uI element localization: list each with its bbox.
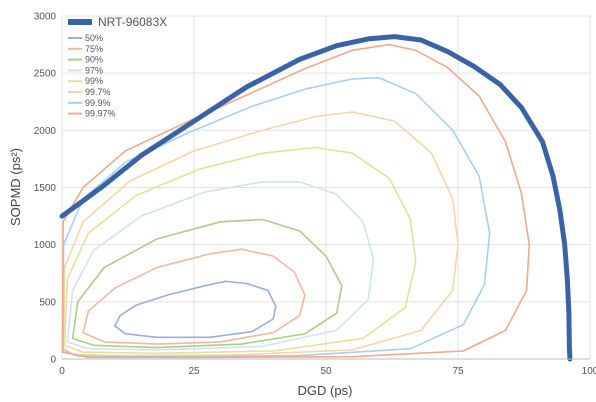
legend-label: 75%	[85, 44, 103, 54]
legend-swatch-main	[68, 19, 92, 25]
x-tick-label: 100	[582, 366, 596, 377]
contour-line-75pct	[82, 248, 306, 345]
contour-line-99-9pct	[62, 76, 491, 358]
x-tick-label: 0	[59, 366, 65, 377]
legend-label-main: NRT-96083X	[98, 15, 167, 29]
series-line-main	[59, 34, 573, 362]
contour-line-50pct	[114, 280, 277, 339]
y-tick-label: 500	[39, 297, 56, 308]
axes: DGD (ps) SOPMD (ps²) 0 25 50 75 100050010001…	[8, 12, 596, 399]
y-tick-label: 0	[50, 355, 56, 366]
y-axis-title: SOPMD (ps²)	[8, 148, 23, 226]
series-layer	[59, 34, 573, 362]
legend: NRT-96083X 50%75%90%97%99%99.7%99.9%99.97…	[68, 15, 167, 119]
contour-line-99-97pct	[61, 43, 531, 359]
y-tick-label: 3000	[34, 12, 57, 23]
x-tick-label: 50	[320, 366, 332, 377]
contour-line-99-7pct	[62, 111, 459, 357]
x-axis-title: DGD (ps)	[298, 383, 353, 398]
contour-line-99pct	[63, 146, 417, 355]
legend-label: 99.97%	[85, 109, 116, 119]
legend-label: 90%	[85, 55, 103, 65]
x-tick-label: 75	[452, 366, 464, 377]
y-tick-label: 2000	[34, 126, 57, 137]
contour-line-97pct	[66, 181, 375, 351]
legend-label: 99.7%	[85, 87, 111, 97]
contour-line-90pct	[71, 218, 343, 349]
y-tick-label: 1000	[34, 240, 57, 251]
y-tick-label: 1500	[34, 183, 57, 194]
legend-label: 97%	[85, 65, 103, 75]
legend-label: 99.9%	[85, 98, 111, 108]
legend-label: 99%	[85, 76, 103, 86]
legend-label: 50%	[85, 33, 103, 43]
y-tick-label: 2500	[34, 69, 57, 80]
x-tick-label: 25	[188, 366, 200, 377]
grid	[61, 15, 591, 360]
